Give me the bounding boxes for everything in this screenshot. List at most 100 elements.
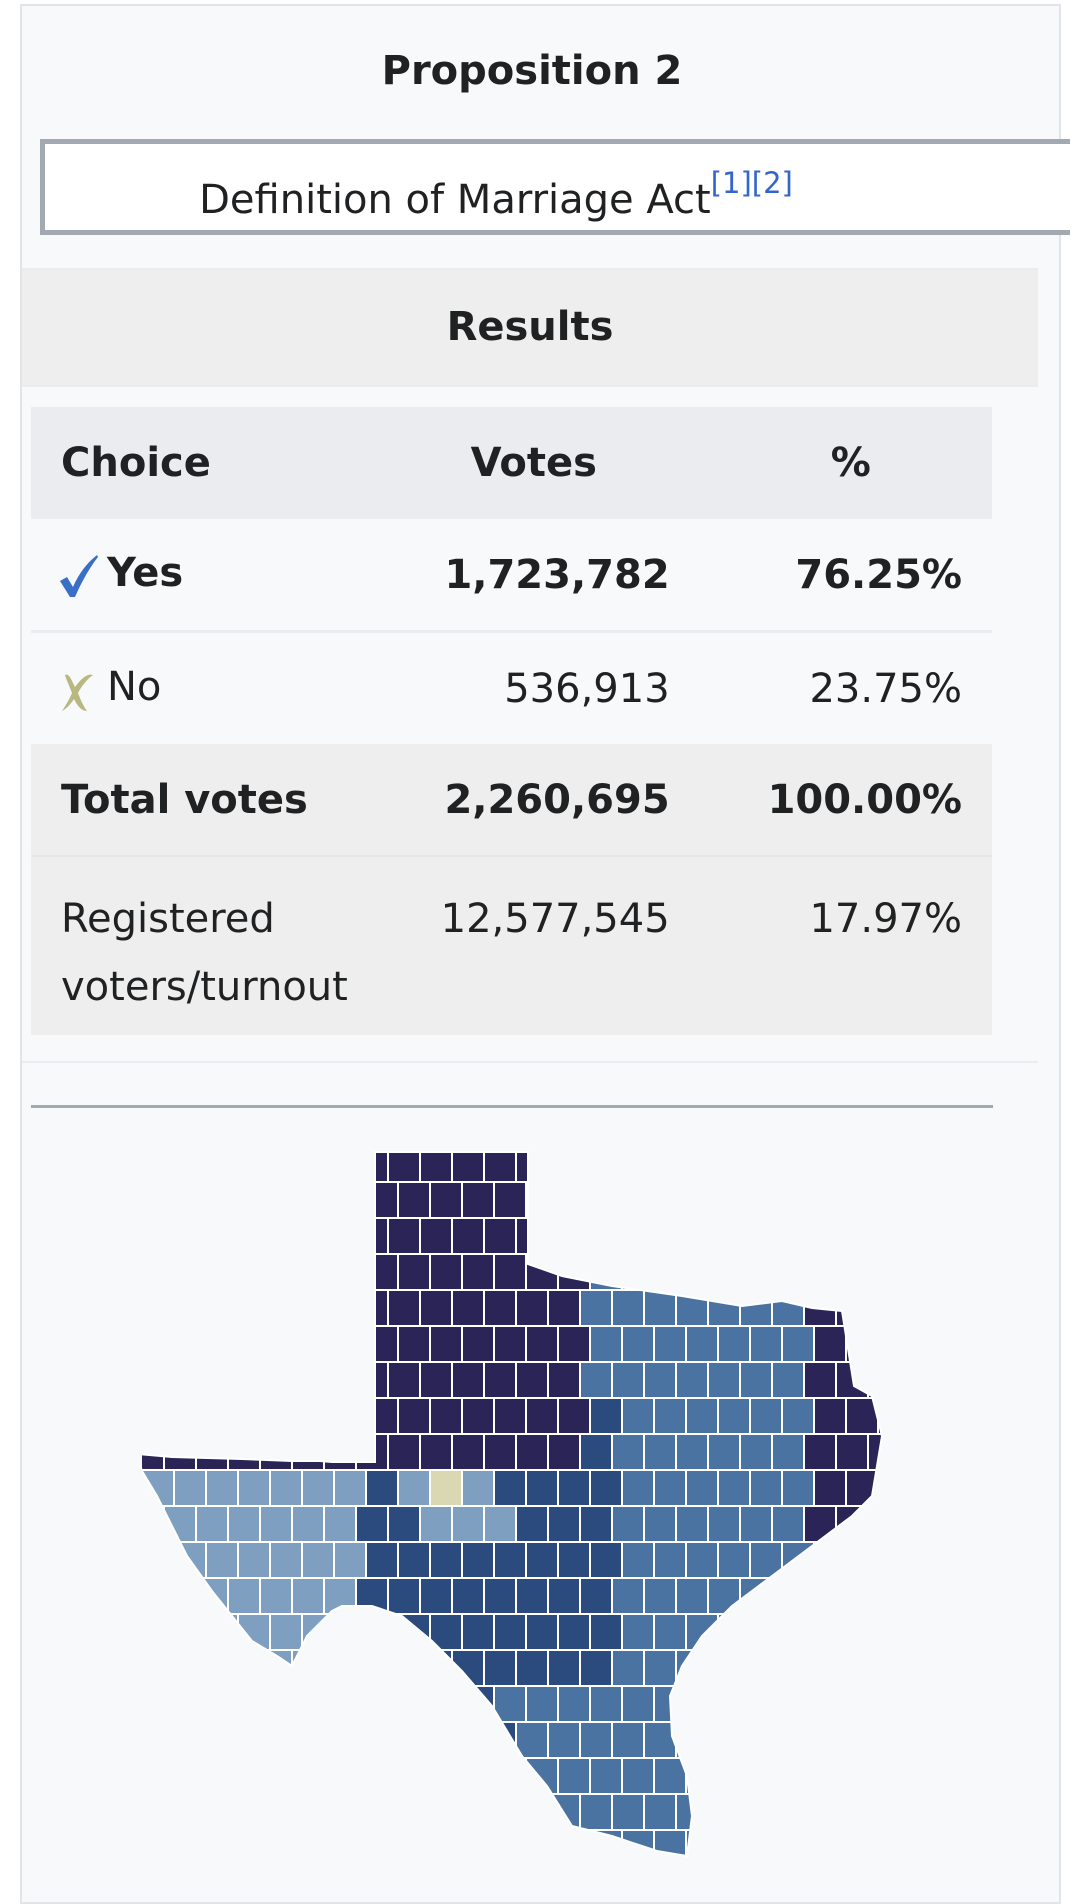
county-tile [227, 1289, 261, 1327]
county-tile [589, 1757, 623, 1795]
county-tile [227, 1793, 261, 1831]
county-tile [589, 1541, 623, 1579]
map-divider [31, 1105, 993, 1108]
county-tile [365, 1541, 399, 1579]
county-tile [803, 1649, 837, 1687]
county-tile [749, 1469, 783, 1507]
county-tile [845, 1829, 879, 1856]
county-tile [387, 1433, 421, 1471]
county-tile [291, 1289, 325, 1327]
reference-link-1[interactable]: [1] [710, 166, 752, 200]
county-tile [301, 1541, 335, 1579]
county-tile [739, 1721, 773, 1759]
county-tile [195, 1505, 229, 1543]
county-tile [525, 1757, 559, 1795]
county-tile [910, 1614, 922, 1650]
choice-label: No [107, 664, 162, 710]
county-tile [365, 1469, 399, 1507]
county-tile [141, 1397, 175, 1435]
reference-link-2[interactable]: [2] [751, 166, 793, 200]
county-tile [717, 1613, 751, 1651]
county-tile [845, 1253, 879, 1291]
county-tile [195, 1793, 229, 1831]
county-tile [365, 1757, 399, 1795]
county-tile [323, 1152, 357, 1183]
county-tile [451, 1217, 485, 1255]
county-tile [877, 1829, 882, 1856]
county-tile [237, 1541, 271, 1579]
county-tile [333, 1253, 367, 1291]
county-tile [845, 1685, 879, 1723]
votes-cell: 1,723,782 [377, 519, 710, 633]
x-icon [57, 665, 99, 713]
county-tile [621, 1469, 655, 1507]
county-tile [419, 1793, 453, 1831]
county-tile [771, 1721, 805, 1759]
county-tile [291, 1361, 325, 1399]
county-tile [387, 1577, 421, 1615]
county-tile [557, 1325, 591, 1363]
table-row-total: Total votes 2,260,695 100.00% [31, 744, 992, 857]
county-tile [771, 1505, 805, 1543]
county-tile [429, 1757, 463, 1795]
county-tile [451, 1289, 485, 1327]
county-tile [141, 1469, 175, 1507]
county-tile [717, 1181, 751, 1219]
county-tile [323, 1217, 357, 1255]
county-tile [291, 1505, 325, 1543]
county-tile [813, 1325, 847, 1363]
county-tile [493, 1469, 527, 1507]
county-tile [195, 1217, 229, 1255]
county-tile [419, 1721, 453, 1759]
county-tile [301, 1397, 335, 1435]
county-tile [173, 1397, 207, 1435]
county-tile [163, 1217, 197, 1255]
county-tile [137, 1217, 165, 1255]
county-tile [483, 1721, 517, 1759]
county-tile [137, 1152, 165, 1183]
county-tile [493, 1541, 527, 1579]
divider [22, 385, 1038, 387]
county-tile [717, 1757, 751, 1795]
county-tile [717, 1397, 751, 1435]
county-tile [900, 1722, 922, 1758]
county-tile [429, 1181, 463, 1219]
county-tile [525, 1325, 559, 1363]
county-tile [675, 1217, 709, 1255]
county-tile [429, 1541, 463, 1579]
county-tile [493, 1325, 527, 1363]
county-tile [387, 1793, 421, 1831]
county-tile [877, 1541, 882, 1579]
county-tile [163, 1793, 197, 1831]
county-tile [877, 1253, 882, 1291]
county-tile [205, 1685, 239, 1723]
registered-percent: 17.97% [709, 856, 992, 1035]
county-tile [675, 1361, 709, 1399]
county-tile [291, 1217, 325, 1255]
county-tile [685, 1757, 719, 1795]
county-tile [397, 1829, 431, 1856]
county-tile [163, 1505, 197, 1543]
county-tile [483, 1649, 517, 1687]
county-tile [429, 1469, 463, 1507]
county-tile [205, 1325, 239, 1363]
county-tile [163, 1721, 197, 1759]
county-tile [493, 1613, 527, 1651]
county-tile [323, 1433, 357, 1471]
county-tile [333, 1829, 367, 1856]
county-tile [611, 1361, 645, 1399]
texas-county-map[interactable] [136, 1136, 922, 1876]
county-tile [557, 1685, 591, 1723]
county-tile [301, 1325, 335, 1363]
county-tile [173, 1325, 207, 1363]
county-tile [900, 1578, 922, 1614]
county-tile [387, 1649, 421, 1687]
county-tile [771, 1217, 805, 1255]
county-tile [877, 1397, 882, 1435]
county-tile [803, 1505, 837, 1543]
county-tile [137, 1577, 165, 1615]
results-header: Results [22, 270, 1038, 385]
county-tile [269, 1613, 303, 1651]
county-tile [301, 1253, 335, 1291]
county-tile [259, 1721, 293, 1759]
